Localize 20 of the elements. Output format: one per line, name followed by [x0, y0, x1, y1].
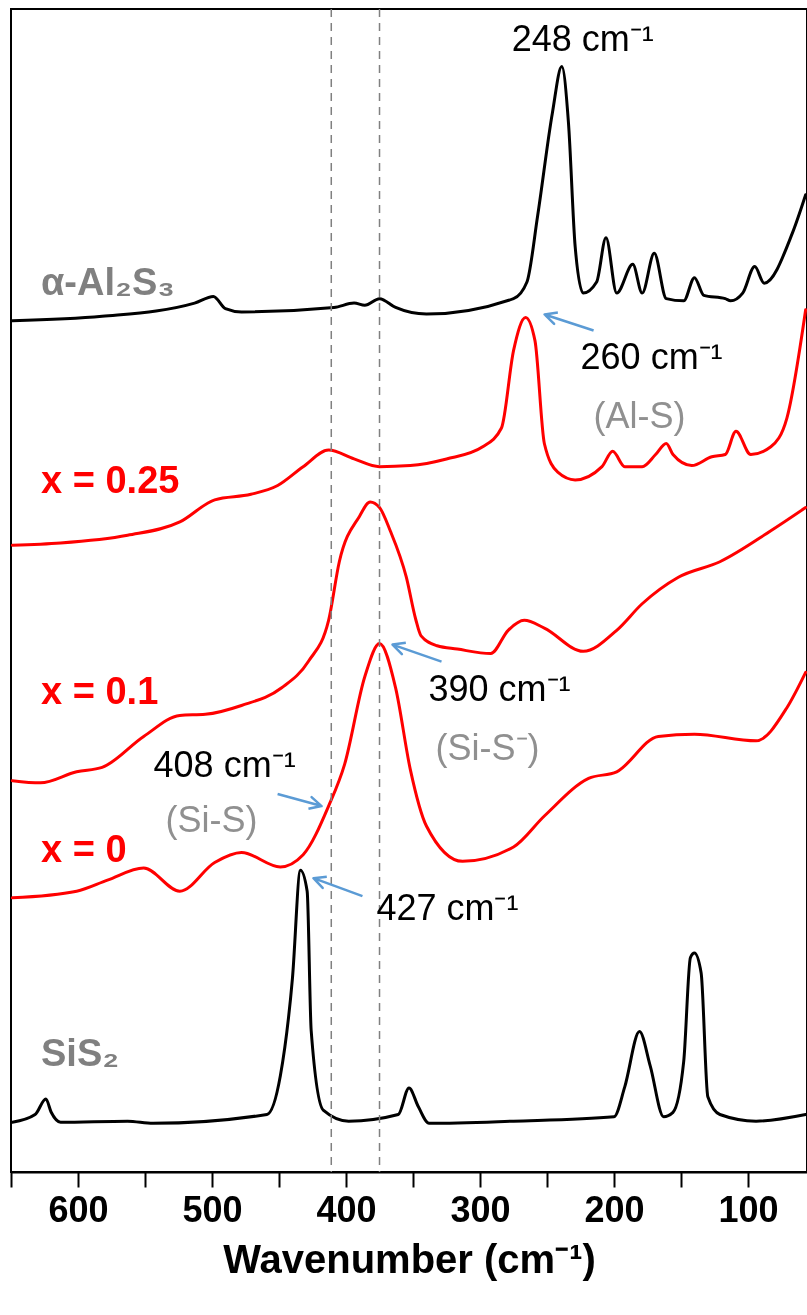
annotation: (Al-S): [593, 395, 686, 437]
annotation: 408 cm⁻¹: [153, 744, 296, 786]
series-label: x = 0.25: [41, 459, 180, 502]
annotation: 427 cm⁻¹: [376, 887, 519, 929]
annotation: (Si-S): [165, 799, 258, 841]
series-label: SiS₂: [41, 1032, 120, 1075]
annotation: (Si-S⁻): [435, 726, 540, 768]
series-label: x = 0: [41, 827, 127, 870]
annotation: 390 cm⁻¹: [428, 667, 571, 709]
annotation: 248 cm⁻¹: [511, 18, 654, 60]
x-tick-label: 400: [316, 1188, 377, 1230]
x-tick-label: 500: [182, 1188, 243, 1230]
series-label: x = 0.1: [41, 669, 159, 712]
annotation: 260 cm⁻¹: [580, 336, 723, 378]
series-label: α-Al₂S₃: [41, 260, 175, 303]
x-tick-label: 100: [718, 1188, 779, 1230]
x-tick-label: 300: [450, 1188, 511, 1230]
x-axis-title: Wavenumber (cm⁻¹): [223, 1236, 596, 1281]
x-tick-label: 200: [584, 1188, 645, 1230]
x-tick-label: 600: [48, 1188, 109, 1230]
